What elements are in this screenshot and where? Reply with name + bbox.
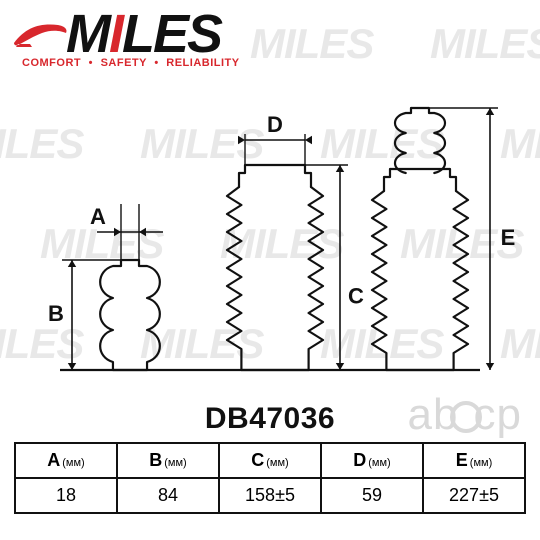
col-E: E(мм): [423, 443, 525, 478]
logo-letters-les: LES: [122, 10, 221, 59]
col-C: C(мм): [219, 443, 321, 478]
greyhound-icon: [12, 19, 70, 49]
logo-text: MILES: [12, 10, 240, 59]
svg-text:B: B: [48, 301, 64, 326]
table-row: 18 84 158±5 59 227±5: [15, 478, 525, 513]
col-D: D(мм): [321, 443, 423, 478]
svg-text:C: C: [348, 283, 364, 308]
val-E: 227±5: [423, 478, 525, 513]
technical-diagram: A B C D E: [0, 70, 540, 400]
svg-text:D: D: [267, 112, 283, 137]
logo-tagline: COMFORT • SAFETY • RELIABILITY: [22, 57, 240, 69]
watermark-tile: MILES: [430, 20, 540, 68]
table-header-row: A(мм) B(мм) C(мм) D(мм) E(мм): [15, 443, 525, 478]
val-A: 18: [15, 478, 117, 513]
col-B: B(мм): [117, 443, 219, 478]
svg-text:A: A: [90, 204, 106, 229]
logo-letter-i: I: [109, 10, 122, 59]
tagline-safety: SAFETY: [101, 57, 147, 69]
brand-logo: MILES COMFORT • SAFETY • RELIABILITY: [12, 10, 240, 69]
tagline-reliability: RELIABILITY: [166, 57, 239, 69]
part-number: DB47036: [0, 402, 540, 436]
col-A: A(мм): [15, 443, 117, 478]
canvas: MILESMILESMILESMILESMILESMILESMILESMILES…: [0, 0, 540, 540]
logo-letter-m: M: [66, 10, 109, 59]
watermark-tile: MILES: [250, 20, 373, 68]
tagline-comfort: COMFORT: [22, 57, 81, 69]
val-B: 84: [117, 478, 219, 513]
svg-text:E: E: [501, 225, 516, 250]
spec-table: A(мм) B(мм) C(мм) D(мм) E(мм) 18 84 158±…: [14, 442, 526, 514]
val-D: 59: [321, 478, 423, 513]
val-C: 158±5: [219, 478, 321, 513]
